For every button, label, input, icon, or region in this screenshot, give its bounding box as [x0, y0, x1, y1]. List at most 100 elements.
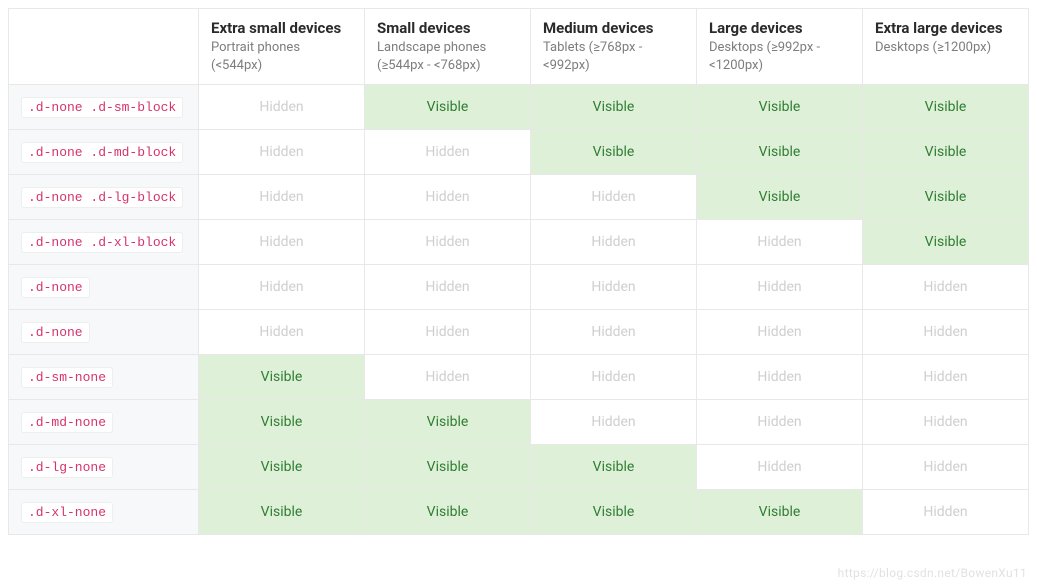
- header-title: Large devices: [709, 19, 850, 37]
- visibility-cell: Hidden: [697, 220, 863, 265]
- class-code: .d-none .d-md-block: [21, 142, 183, 163]
- class-code: .d-none .d-sm-block: [21, 97, 183, 118]
- class-code: .d-none .d-xl-block: [21, 232, 183, 253]
- visibility-cell: Visible: [531, 85, 697, 130]
- visibility-cell: Visible: [199, 355, 365, 400]
- visibility-cell: Visible: [531, 445, 697, 490]
- table-row: .d-lg-noneVisibleVisibleVisibleHiddenHid…: [9, 445, 1029, 490]
- table-row: .d-noneHiddenHiddenHiddenHiddenHidden: [9, 265, 1029, 310]
- watermark-text: https://blog.csdn.net/BowenXu11: [838, 566, 1027, 580]
- header-title: Extra small devices: [211, 19, 352, 37]
- class-code: .d-none: [21, 322, 90, 343]
- visibility-cell: Hidden: [863, 355, 1029, 400]
- class-cell: .d-none .d-md-block: [9, 130, 199, 175]
- header-sub: Portrait phones (<544px): [211, 39, 352, 74]
- header-sub: Landscape phones (≥544px - <768px): [377, 39, 518, 74]
- visibility-cell: Visible: [863, 220, 1029, 265]
- visibility-cell: Hidden: [697, 310, 863, 355]
- class-code: .d-none: [21, 277, 90, 298]
- header-col-sm: Small devices Landscape phones (≥544px -…: [365, 9, 531, 85]
- visibility-cell: Hidden: [199, 175, 365, 220]
- header-sub: Tablets (≥768px - <992px): [543, 39, 684, 74]
- table-body: .d-none .d-sm-blockHiddenVisibleVisibleV…: [9, 85, 1029, 535]
- visibility-cell: Visible: [697, 175, 863, 220]
- header-sub: Desktops (≥1200px): [875, 39, 1016, 57]
- class-cell: .d-none .d-xl-block: [9, 220, 199, 265]
- table-row: .d-none .d-sm-blockHiddenVisibleVisibleV…: [9, 85, 1029, 130]
- class-cell: .d-none .d-lg-block: [9, 175, 199, 220]
- visibility-cell: Hidden: [531, 265, 697, 310]
- visibility-cell: Visible: [199, 490, 365, 535]
- visibility-cell: Hidden: [199, 220, 365, 265]
- visibility-cell: Hidden: [365, 310, 531, 355]
- visibility-cell: Visible: [697, 85, 863, 130]
- class-code: .d-md-none: [21, 412, 113, 433]
- visibility-cell: Hidden: [863, 310, 1029, 355]
- visibility-cell: Visible: [365, 85, 531, 130]
- visibility-cell: Hidden: [531, 175, 697, 220]
- table-row: .d-md-noneVisibleVisibleHiddenHiddenHidd…: [9, 400, 1029, 445]
- class-cell: .d-lg-none: [9, 445, 199, 490]
- visibility-cell: Hidden: [863, 490, 1029, 535]
- visibility-cell: Visible: [365, 490, 531, 535]
- header-blank: [9, 9, 199, 85]
- visibility-cell: Visible: [863, 85, 1029, 130]
- visibility-cell: Hidden: [863, 445, 1029, 490]
- visibility-cell: Hidden: [199, 265, 365, 310]
- visibility-cell: Hidden: [863, 265, 1029, 310]
- header-title: Small devices: [377, 19, 518, 37]
- header-col-md: Medium devices Tablets (≥768px - <992px): [531, 9, 697, 85]
- table-row: .d-none .d-xl-blockHiddenHiddenHiddenHid…: [9, 220, 1029, 265]
- visibility-cell: Hidden: [531, 310, 697, 355]
- table-row: .d-sm-noneVisibleHiddenHiddenHiddenHidde…: [9, 355, 1029, 400]
- visibility-cell: Hidden: [697, 400, 863, 445]
- visibility-cell: Hidden: [531, 220, 697, 265]
- visibility-cell: Hidden: [531, 355, 697, 400]
- header-col-xs: Extra small devices Portrait phones (<54…: [199, 9, 365, 85]
- visibility-cell: Visible: [697, 490, 863, 535]
- visibility-cell: Hidden: [365, 355, 531, 400]
- header-row: Extra small devices Portrait phones (<54…: [9, 9, 1029, 85]
- visibility-cell: Hidden: [697, 355, 863, 400]
- table-row: .d-xl-noneVisibleVisibleVisibleVisibleHi…: [9, 490, 1029, 535]
- visibility-cell: Hidden: [365, 265, 531, 310]
- class-code: .d-none .d-lg-block: [21, 187, 183, 208]
- header-title: Extra large devices: [875, 19, 1016, 37]
- table-row: .d-noneHiddenHiddenHiddenHiddenHidden: [9, 310, 1029, 355]
- visibility-cell: Hidden: [199, 130, 365, 175]
- header-col-lg: Large devices Desktops (≥992px - <1200px…: [697, 9, 863, 85]
- visibility-cell: Visible: [863, 130, 1029, 175]
- visibility-cell: Visible: [365, 400, 531, 445]
- class-code: .d-xl-none: [21, 502, 113, 523]
- class-cell: .d-md-none: [9, 400, 199, 445]
- visibility-cell: Hidden: [365, 130, 531, 175]
- header-sub: Desktops (≥992px - <1200px): [709, 39, 850, 74]
- class-cell: .d-sm-none: [9, 355, 199, 400]
- header-col-xl: Extra large devices Desktops (≥1200px): [863, 9, 1029, 85]
- visibility-cell: Hidden: [365, 175, 531, 220]
- table-row: .d-none .d-lg-blockHiddenHiddenHiddenVis…: [9, 175, 1029, 220]
- class-cell: .d-none: [9, 310, 199, 355]
- class-cell: .d-none .d-sm-block: [9, 85, 199, 130]
- visibility-cell: Visible: [863, 175, 1029, 220]
- visibility-cell: Visible: [531, 490, 697, 535]
- header-title: Medium devices: [543, 19, 684, 37]
- class-cell: .d-none: [9, 265, 199, 310]
- class-cell: .d-xl-none: [9, 490, 199, 535]
- visibility-cell: Visible: [697, 130, 863, 175]
- table-row: .d-none .d-md-blockHiddenHiddenVisibleVi…: [9, 130, 1029, 175]
- visibility-cell: Hidden: [697, 265, 863, 310]
- visibility-cell: Hidden: [365, 220, 531, 265]
- visibility-cell: Visible: [199, 445, 365, 490]
- class-code: .d-sm-none: [21, 367, 113, 388]
- visibility-cell: Visible: [365, 445, 531, 490]
- visibility-cell: Hidden: [863, 400, 1029, 445]
- visibility-cell: Hidden: [531, 400, 697, 445]
- visibility-cell: Visible: [199, 400, 365, 445]
- class-code: .d-lg-none: [21, 457, 113, 478]
- visibility-cell: Hidden: [697, 445, 863, 490]
- visibility-cell: Hidden: [199, 310, 365, 355]
- visibility-cell: Visible: [531, 130, 697, 175]
- responsive-display-table: Extra small devices Portrait phones (<54…: [8, 8, 1029, 535]
- visibility-cell: Hidden: [199, 85, 365, 130]
